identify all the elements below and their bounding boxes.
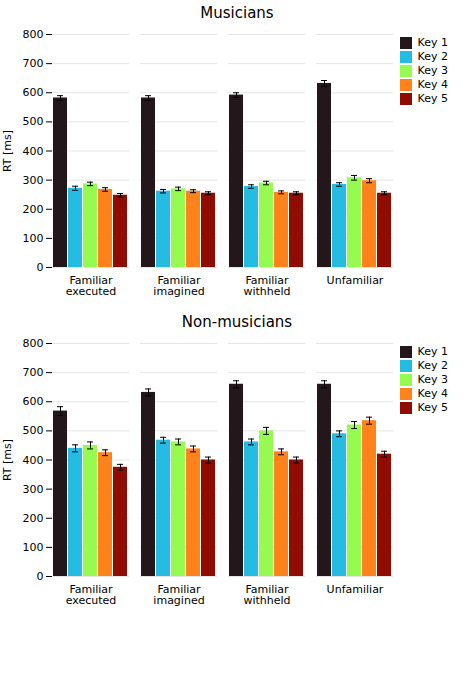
- svg-text:Unfamiliar: Unfamiliar: [327, 583, 384, 596]
- html-text:Musicians: Musicians: [200, 4, 274, 22]
- svg-text:RT [ms]: RT [ms]: [1, 130, 14, 172]
- svg-text:500: 500: [23, 115, 44, 128]
- svg-text:Familiarexecuted: Familiarexecuted: [66, 583, 117, 607]
- svg-text:Familiarwithheld: Familiarwithheld: [243, 274, 290, 298]
- html-text:Key 2: Key 2: [417, 50, 448, 63]
- html-text:Key 5: Key 5: [417, 401, 448, 414]
- svg-text:200: 200: [23, 512, 44, 525]
- svg-text:800: 800: [23, 337, 44, 350]
- html-text:Key 5: Key 5: [417, 92, 448, 105]
- svg-text:RT [ms]: RT [ms]: [1, 439, 14, 481]
- html-text:Key 3: Key 3: [417, 64, 448, 77]
- svg-text:400: 400: [23, 145, 44, 158]
- svg-text:600: 600: [23, 395, 44, 408]
- html-text:Key 2: Key 2: [417, 359, 448, 372]
- html-text:Key 1: Key 1: [417, 36, 448, 49]
- svg-text:600: 600: [23, 86, 44, 99]
- svg-text:400: 400: [23, 454, 44, 467]
- svg-text:100: 100: [23, 541, 44, 554]
- svg-text:300: 300: [23, 483, 44, 496]
- html-text:Key 1: Key 1: [417, 345, 448, 358]
- svg-text:300: 300: [23, 174, 44, 187]
- svg-text:700: 700: [23, 366, 44, 379]
- svg-text:800: 800: [23, 28, 44, 41]
- html-text:Key 3: Key 3: [417, 373, 448, 386]
- svg-text:0: 0: [37, 261, 44, 274]
- html-text:Key 4: Key 4: [417, 78, 448, 91]
- svg-text:700: 700: [23, 57, 44, 70]
- svg-text:Familiarwithheld: Familiarwithheld: [243, 583, 290, 607]
- html-text:Key 4: Key 4: [417, 387, 448, 400]
- svg-text:200: 200: [23, 203, 44, 216]
- svg-text:100: 100: [23, 232, 44, 245]
- html-text:Non-musicians: Non-musicians: [181, 313, 293, 331]
- svg-text:Familiarimagined: Familiarimagined: [153, 274, 204, 298]
- svg-text:Familiarimagined: Familiarimagined: [153, 583, 204, 607]
- svg-text:Unfamiliar: Unfamiliar: [327, 274, 384, 287]
- svg-text:0: 0: [37, 570, 44, 583]
- svg-text:500: 500: [23, 424, 44, 437]
- svg-text:Familiarexecuted: Familiarexecuted: [66, 274, 117, 298]
